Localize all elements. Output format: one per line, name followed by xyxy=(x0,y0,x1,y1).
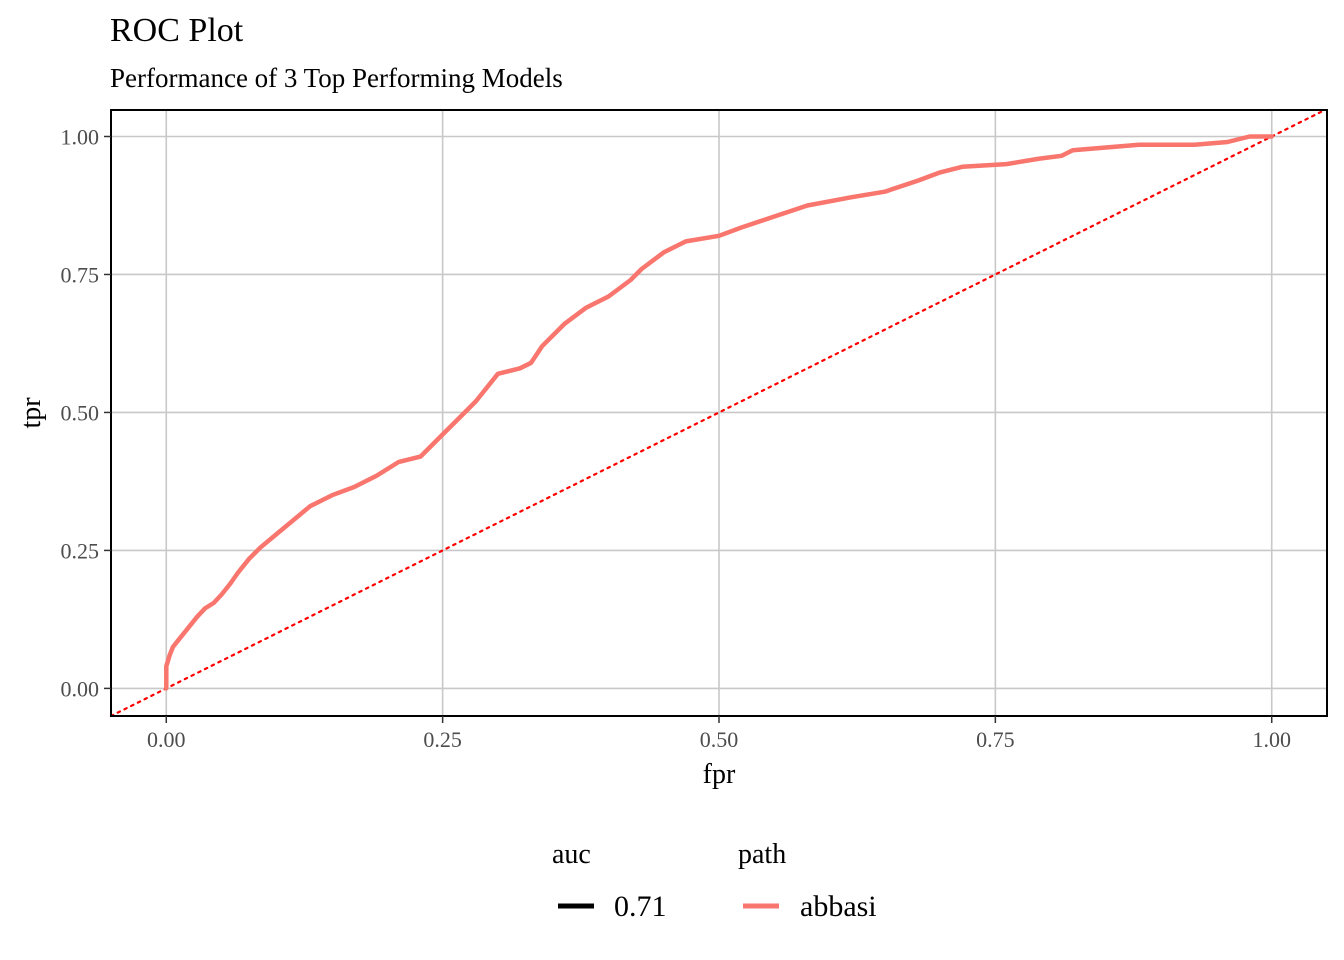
reference-layer xyxy=(109,108,1326,718)
y-tick-label: 1.00 xyxy=(61,124,100,149)
x-tick-label: 0.50 xyxy=(700,727,739,752)
legend: auc 0.71 path abbasi xyxy=(552,839,877,923)
y-axis-title: tpr xyxy=(16,397,47,429)
legend-label-path: abbasi xyxy=(800,890,877,923)
x-tick-label: 0.00 xyxy=(147,727,186,752)
chart-title: ROC Plot xyxy=(110,12,244,49)
x-axis: 0.00 0.25 0.50 0.75 1.00 xyxy=(147,716,1291,752)
x-tick-label: 0.25 xyxy=(423,727,462,752)
legend-label-auc: 0.71 xyxy=(614,890,667,923)
x-axis-title: fpr xyxy=(703,759,736,790)
y-tick-label: 0.75 xyxy=(61,262,100,287)
series-layer xyxy=(164,134,1274,691)
chart-subtitle: Performance of 3 Top Performing Models xyxy=(110,63,563,93)
roc-curve-abbasi xyxy=(164,134,1274,691)
legend-title-path: path xyxy=(738,839,786,870)
x-tick-label: 0.75 xyxy=(976,727,1015,752)
y-tick-label: 0.25 xyxy=(61,538,100,563)
y-tick-label: 0.50 xyxy=(61,400,100,425)
legend-title-auc: auc xyxy=(552,839,591,870)
reference-diagonal-line xyxy=(109,108,1326,718)
grid-lines xyxy=(111,110,1327,716)
x-tick-label: 1.00 xyxy=(1252,727,1291,752)
y-axis: 0.00 0.25 0.50 0.75 1.00 xyxy=(61,124,111,701)
y-tick-label: 0.00 xyxy=(61,676,100,701)
